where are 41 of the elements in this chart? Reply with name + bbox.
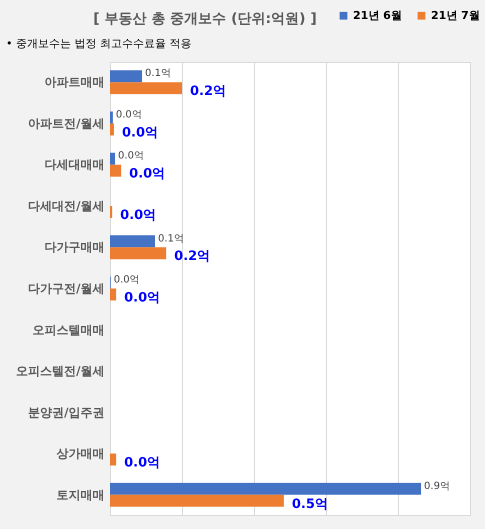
bar [110,288,116,300]
data-label: 0.2억 [190,84,226,100]
bar [110,82,182,94]
y-tick-label: 다세대전/월세 [28,198,104,213]
bar [110,235,155,248]
data-label: 0.5억 [292,496,328,512]
data-label: 0.1억 [158,233,184,244]
bar [110,164,122,177]
data-label: 0.0억 [116,109,142,120]
data-label: 0.0억 [124,456,160,471]
bar [110,152,116,165]
legend-label: 21년 7월 [431,8,480,22]
y-tick-label: 아파트전/월세 [28,116,104,130]
bar [110,454,116,466]
data-label: 0.2억 [174,249,210,264]
text: • 중개보수는 법정 최고수수료율 적용 [6,37,192,50]
y-tick-label: 아파트매매 [44,75,104,90]
chart-title: [ 부동산 총 중개보수 (단위:억원) ] [93,11,317,27]
bar [110,112,113,124]
bar [110,70,142,82]
data-label: 0.0억 [122,125,158,140]
data-label: 0.0억 [120,208,156,223]
y-tick-label: 오피스텔매매 [32,322,104,337]
data-label: 0.0억 [118,150,144,162]
bar [110,494,284,507]
data-label: 0.0억 [129,166,166,182]
y-tick-label: 다가구매매 [44,240,104,254]
y-tick-label: 분양권/입주권 [28,405,104,420]
legend-label: 21년 6월 [353,8,402,22]
y-tick-label: 오피스텔전/월세 [16,364,104,378]
bar [110,123,114,136]
bar [110,247,166,260]
bar [110,482,422,495]
y-tick-label: 토지매매 [56,488,104,502]
y-tick-label: 다가구전/월세 [28,282,104,296]
y-tick-label: 다세대매매 [44,158,104,172]
data-label: 0.0억 [114,274,140,286]
y-tick-label: 상가매매 [56,446,104,461]
data-label: 0.1억 [145,68,171,80]
data-label: 0.9억 [424,480,450,492]
data-label: 0.0억 [124,290,160,306]
